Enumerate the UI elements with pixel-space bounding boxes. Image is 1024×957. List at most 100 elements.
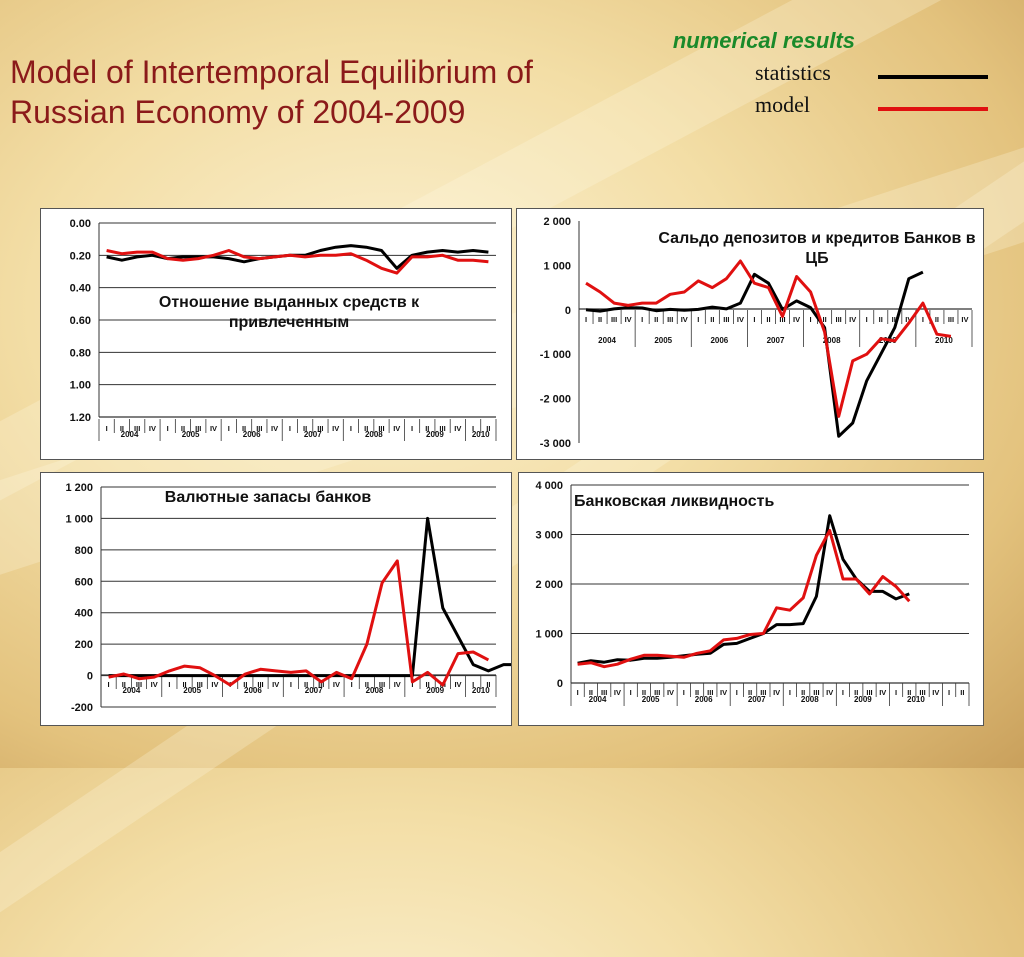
year-tick-label: 2010: [472, 686, 490, 695]
y-tick-label: 400: [75, 608, 93, 620]
chart-panel-bank-liquidity: 4 000 3 000 2 000 1 000 0 I II III IV I II III IV I II…: [518, 472, 984, 726]
quarter-tick-label: III: [667, 315, 673, 324]
chart-title-deposit-balance: Сальдо депозитов и кредитов Банков в ЦБ: [658, 230, 976, 267]
year-tick-label: 2007: [305, 686, 323, 695]
quarter-tick-label: IV: [826, 688, 833, 697]
quarter-tick-label: III: [723, 315, 729, 324]
quarter-tick-label: II: [303, 424, 307, 433]
quarter-tick-label: I: [736, 688, 738, 697]
quarter-tick-label: II: [854, 688, 858, 697]
quarter-tick-label: IV: [332, 424, 339, 433]
quarter-tick-label: I: [351, 680, 353, 689]
quarter-tick-label: III: [378, 424, 384, 433]
quarter-tick-label: I: [697, 315, 699, 324]
quarter-tick-label: I: [350, 424, 352, 433]
year-tick-label: 2004: [589, 695, 607, 704]
year-tick-label: 2007: [748, 695, 766, 704]
y-tick-label: 0.00: [70, 218, 91, 230]
quarter-tick-label: I: [577, 688, 579, 697]
year-tick-label: 2009: [854, 695, 872, 704]
quarter-tick-label: I: [290, 680, 292, 689]
slide-title: Model of Intertemporal Equilibrium of Ru…: [10, 52, 610, 132]
quarter-tick-label: III: [779, 315, 785, 324]
quarter-tick-label: IV: [151, 680, 158, 689]
year-tick-label: 2004: [122, 686, 140, 695]
year-tick-label: 2009: [426, 686, 444, 695]
quarter-tick-label: IV: [210, 424, 217, 433]
quarter-tick-label: IV: [849, 315, 856, 324]
y-tick-label: 2 000: [535, 579, 563, 591]
chart-title-bank-liquidity: Банковская ликвидность: [574, 493, 775, 510]
quarter-tick-label: II: [426, 680, 430, 689]
chart-title-loan-ratio: Отношение выданных средств к привлеченны…: [158, 294, 420, 331]
year-tick-label: 2010: [907, 695, 925, 704]
quarter-tick-label: I: [630, 688, 632, 697]
year-tick-label: 2005: [183, 686, 201, 695]
y-tick-label: 1 200: [65, 482, 93, 494]
series-line-statistics: [577, 514, 910, 665]
quarter-tick-label: III: [136, 680, 142, 689]
year-tick-label: 2004: [598, 336, 616, 345]
y-tick-label: 0.20: [70, 250, 91, 262]
quarter-tick-label: IV: [932, 688, 939, 697]
quarter-tick-label: I: [472, 680, 474, 689]
legend-label-statistics: statistics: [755, 60, 831, 85]
series-line-model: [106, 249, 489, 275]
year-tick-label: 2008: [366, 686, 384, 695]
quarter-tick-label: IV: [737, 315, 744, 324]
quarter-tick-label: IV: [394, 680, 401, 689]
y-tick-label: 200: [75, 639, 93, 651]
quarter-tick-label: I: [168, 680, 170, 689]
quarter-tick-label: I: [895, 688, 897, 697]
quarter-tick-label: I: [289, 424, 291, 433]
quarter-tick-label: II: [748, 688, 752, 697]
quarter-tick-label: I: [228, 424, 230, 433]
y-tick-label: 4 000: [535, 480, 563, 492]
quarter-tick-label: II: [364, 424, 368, 433]
quarter-tick-label: II: [823, 315, 827, 324]
y-tick-label: 600: [75, 576, 93, 588]
quarter-tick-label: IV: [879, 688, 886, 697]
quarter-tick-label: IV: [149, 424, 156, 433]
quarter-tick-label: III: [760, 688, 766, 697]
quarter-tick-label: IV: [625, 315, 632, 324]
quarter-tick-label: III: [836, 315, 842, 324]
y-tick-label: 1.00: [70, 380, 91, 392]
legend-line-statistics: [878, 75, 988, 79]
y-tick-label: 0: [87, 671, 93, 683]
year-tick-label: 2008: [365, 430, 383, 439]
series-line-statistics: [585, 270, 924, 438]
quarter-tick-label: III: [866, 688, 872, 697]
quarter-tick-label: II: [304, 680, 308, 689]
chart-panel-fx-reserves: 1 200 1 000 800 600 400 200 0 -200 I II III IV I II II…: [40, 472, 512, 726]
quarter-tick-label: I: [106, 424, 108, 433]
quarter-tick-label: IV: [614, 688, 621, 697]
year-tick-label: 2010: [472, 430, 490, 439]
year-tick-label: 2004: [121, 430, 139, 439]
chart-panel-loan-ratio: 0.00 0.20 0.40 0.60 0.80 1.00 1.20 I II III IV I II I…: [40, 208, 512, 460]
y-tick-label: 0.40: [70, 283, 91, 295]
quarter-tick-label: I: [866, 315, 868, 324]
legend-label-model: model: [755, 92, 810, 117]
quarter-tick-label: I: [411, 424, 413, 433]
quarter-tick-label: IV: [271, 424, 278, 433]
chart-panel-deposit-balance: 2 000 1 000 0 -1 000 -2 000 -3 000 I II III IV I II…: [516, 208, 984, 460]
quarter-tick-label: IV: [211, 680, 218, 689]
quarter-tick-label: III: [707, 688, 713, 697]
quarter-tick-label: III: [654, 688, 660, 697]
quarter-tick-label: III: [195, 424, 201, 433]
year-tick-label: 2006: [243, 430, 261, 439]
quarter-tick-label: I: [472, 424, 474, 433]
quarter-tick-label: I: [789, 688, 791, 697]
quarter-tick-label: II: [598, 315, 602, 324]
slide-title-line1: Model of Intertemporal Equilibrium of: [10, 54, 533, 90]
quarter-tick-label: I: [842, 688, 844, 697]
quarter-tick-label: III: [197, 680, 203, 689]
quarter-tick-label: II: [654, 315, 658, 324]
y-tick-label: -200: [71, 702, 93, 714]
quarter-tick-label: II: [766, 315, 770, 324]
quarter-tick-label: III: [439, 424, 445, 433]
quarter-tick-label: II: [182, 680, 186, 689]
